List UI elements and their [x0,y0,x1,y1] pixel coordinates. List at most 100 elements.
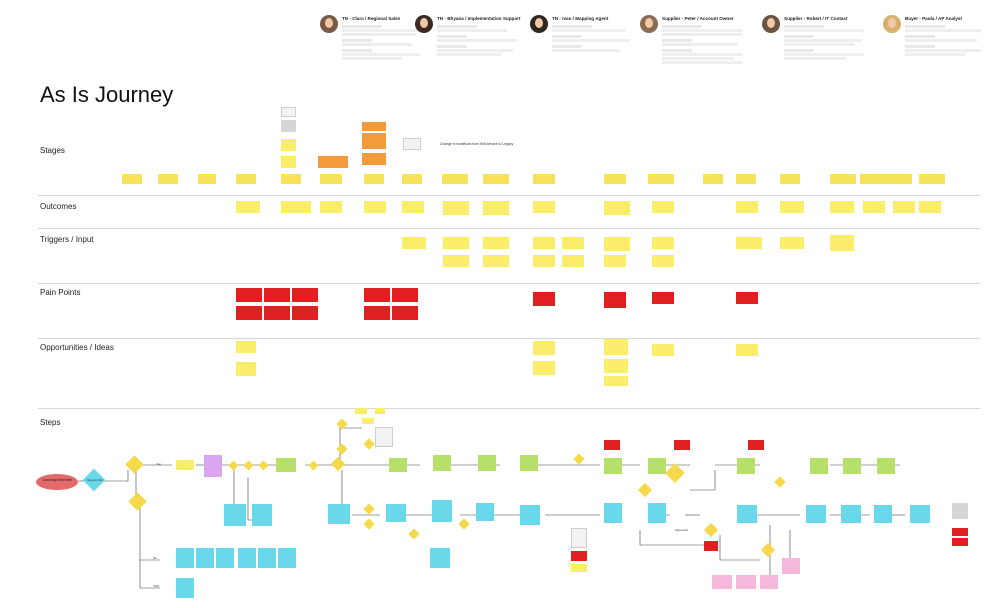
step-card [806,505,826,523]
step-card [176,548,194,568]
persona-name: Supplier - Peter / Account Owner [662,16,734,21]
stage-card [648,174,674,184]
step-card [782,558,800,574]
pain-card [604,292,626,308]
row-divider [38,338,980,339]
step-card [877,458,895,474]
legend-card [952,503,968,519]
row-divider [38,283,980,284]
row-divider [38,228,980,229]
trigger-card [652,237,674,249]
trigger-card [533,255,555,267]
stage-card [703,174,723,184]
stage-card [919,174,945,184]
outcome-card [402,201,424,213]
step-card [328,504,350,524]
approved-label: Approved [675,528,688,532]
trigger-card [736,237,762,249]
step-note [362,418,374,424]
persona-paula: Buyer - Paula / AP Analyst [883,15,993,125]
row-label-outcomes: Outcomes [40,202,77,211]
step-card [874,505,892,523]
pain-card [392,288,418,302]
manual-step [674,440,690,450]
stage-card [320,174,342,184]
yes-label: Yes [156,462,161,466]
offices-card [571,528,587,548]
step-card [176,578,194,598]
stage-card [442,174,468,184]
opportunity-card [236,362,256,376]
stage-card [281,174,301,184]
avatar [530,15,548,33]
manual-step [571,551,587,561]
persona-name: TN - Bhyana / Implementation Support [437,16,521,21]
stage-card [402,174,422,184]
persona-peter: Supplier - Peter / Account Owner [640,15,750,125]
stage-card [281,107,296,117]
no-label: No [153,556,157,560]
stage-card [604,174,626,184]
avatar [883,15,901,33]
step-card [430,548,450,568]
stage-card [281,156,296,168]
outcome-card [320,201,342,213]
campaign-microsite-node: Campaign Microsite [36,474,78,490]
opportunity-card [736,344,758,356]
step-card [278,548,296,568]
opportunity-card [604,376,628,386]
outcome-card [364,201,386,213]
stage-card [362,139,386,149]
pain-card [652,292,674,304]
persona-name: Supplier - Robert / IT Contact [784,16,848,21]
stage-card [362,153,386,165]
avatar [415,15,433,33]
outcome-card [863,201,885,213]
row-divider [38,195,980,196]
step-card [648,503,666,523]
step-note [355,408,367,414]
offices-card [403,138,421,150]
pain-card [392,306,418,320]
persona-bhyana: TN - Bhyana / Implementation Support [415,15,525,125]
step-card [432,500,452,522]
step-card [216,548,234,568]
persona-name: Buyer - Paula / AP Analyst [905,16,963,21]
trigger-card [780,237,804,249]
outcome-card [236,201,260,213]
stage-card [318,156,348,168]
pain-card [264,306,290,320]
manual-step [748,440,764,450]
stage-card [281,139,296,151]
step-card [196,548,214,568]
outcome-card [483,201,509,215]
avatar [640,15,658,33]
pain-card [533,292,555,306]
outcome-card [893,201,915,213]
stage-card [780,174,800,184]
yes-label: YES [153,584,160,588]
step-card [843,458,861,474]
opportunity-card [604,359,628,373]
step-note [375,408,385,414]
outcome-card [533,201,555,213]
outcome-card [281,201,311,213]
pain-card [292,306,318,320]
persona-name: TN - Clara / Regional Sales [342,16,401,21]
step-card [712,575,732,589]
offices-card [375,427,393,447]
pain-card [264,288,290,302]
persona-ivan: TN - Ivan / Mapping Agent [530,15,640,125]
stage-card [483,174,509,184]
step-card [520,455,538,471]
legend-card [952,528,968,536]
workflow-note: Change in workflows from Self-service to… [440,142,514,146]
page-title: As Is Journey [40,82,174,107]
stage-card [362,133,386,142]
trigger-card [443,237,469,249]
manual-step-label [571,564,587,572]
opportunity-card [236,341,256,353]
row-label-triggers: Triggers / Input [40,235,94,244]
step-card [604,458,622,474]
stage-card [198,174,216,184]
